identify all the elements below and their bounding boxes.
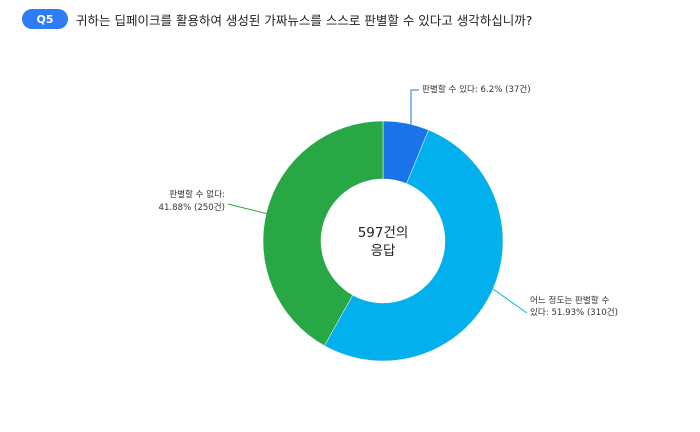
slice-data-label: 41.88% (250건) [158, 202, 225, 213]
donut-center-label: 응답 [371, 243, 396, 259]
slice-leader-line [410, 89, 419, 128]
slice-data-label: 있다: 51.93% (310건) [530, 306, 618, 318]
slice-leader-line [227, 203, 273, 216]
slice-data-label: 판별할 수 있다: 6.2% (37건) [422, 83, 531, 95]
question-header: Q5 귀하는 딥페이크를 활용하여 생성된 가짜뉴스를 스스로 판별할 수 있다… [22, 9, 532, 29]
donut-center-label: 597건의 [358, 225, 409, 241]
question-text: 귀하는 딥페이크를 활용하여 생성된 가짜뉴스를 스스로 판별할 수 있다고 생… [76, 12, 533, 28]
slice-data-label: 판별할 수 없다: [169, 189, 225, 200]
question-number-badge: Q5 [22, 9, 68, 29]
slice-leader-line [492, 288, 528, 314]
donut-slice[interactable] [262, 120, 384, 347]
slice-data-label: 어느 정도는 판별할 수 [530, 295, 609, 306]
